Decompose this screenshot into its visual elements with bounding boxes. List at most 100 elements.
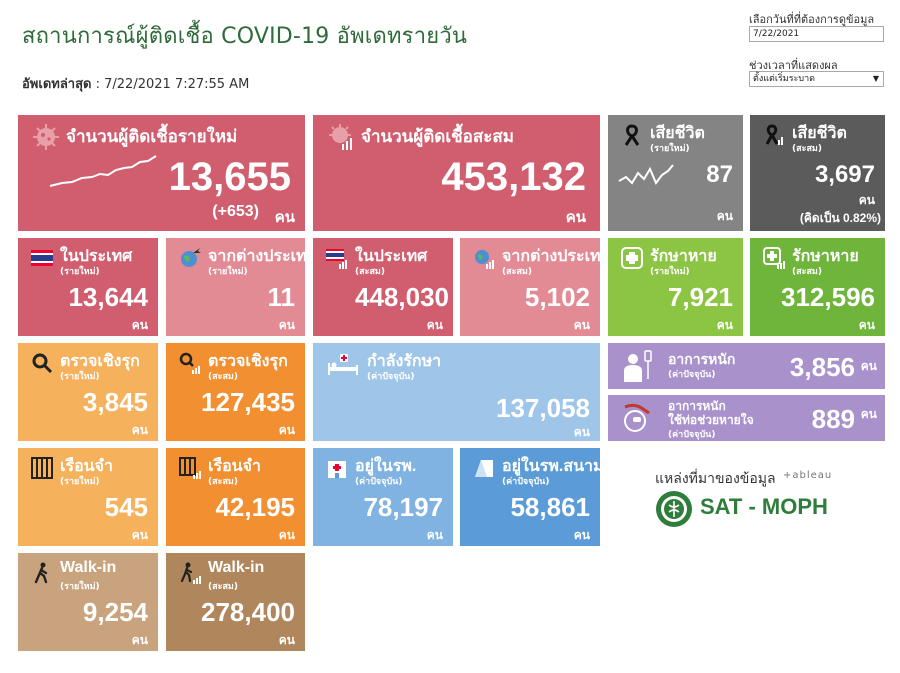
prison-cum-value: 42,195 bbox=[215, 492, 295, 522]
tile-walkin-cum: Walk-in (สะสม) 278,400 คน bbox=[166, 553, 305, 651]
abroad-cum-value: 5,102 bbox=[524, 282, 590, 312]
tile-severe: อาการหนัก (ค่าปัจจุบัน) 3,856 คน bbox=[608, 343, 885, 389]
walkin-new-label: Walk-in bbox=[60, 559, 117, 576]
ventilator-label-2: ใช้ท่อช่วยหายใจ bbox=[668, 413, 754, 427]
walkin-new-value: 9,254 bbox=[82, 597, 148, 627]
date-picker-label: เลือกวันที่ที่ต้องการดูข้อมูล bbox=[749, 13, 875, 26]
domestic-cum-sub: (สะสม) bbox=[355, 267, 385, 277]
period-select[interactable]: ตั้งแต่เริ่มระบาด ▼ bbox=[749, 71, 884, 87]
page-title: สถานการณ์ผู้ติดเชื้อ COVID-19 อัพเดทรายว… bbox=[22, 24, 468, 49]
recovered-new-value: 7,921 bbox=[667, 282, 733, 312]
tile-deaths-new: เสียชีวิต (รายใหม่) 87 คน bbox=[608, 115, 743, 231]
ventilator-label: อาการหนัก bbox=[668, 399, 726, 413]
prison-bars-icon bbox=[31, 457, 53, 479]
hospital-bed-icon bbox=[328, 354, 358, 375]
hospital-label: อยู่ในรพ. bbox=[355, 458, 417, 475]
domestic-new-unit: คน bbox=[131, 318, 148, 332]
walkin-cum-value: 278,400 bbox=[201, 597, 295, 627]
last-updated-value: : 7/22/2021 7:27:55 AM bbox=[95, 77, 250, 92]
date-picker-input[interactable]: 7/22/2021 bbox=[749, 26, 884, 42]
walkin-cum-sub: (สะสม) bbox=[208, 582, 238, 592]
walking-person-chart-icon bbox=[180, 562, 201, 584]
deaths-cum-pct: (คิดเป็น 0.82%) bbox=[799, 211, 881, 225]
dropdown-arrow-icon[interactable]: ▼ bbox=[872, 74, 879, 83]
date-picker-value: 7/22/2021 bbox=[753, 29, 800, 39]
treating-unit: คน bbox=[573, 425, 590, 439]
new-cases-value: 13,655 bbox=[168, 155, 291, 199]
cumulative-unit: คน bbox=[565, 208, 586, 226]
tile-prison-cum: เรือนจำ (สะสม) 42,195 คน bbox=[166, 448, 305, 546]
walkin-cum-label: Walk-in bbox=[208, 559, 265, 576]
tile-new-cases: จำนวนผู้ติดเชื้อรายใหม่ 13,655 (+653) คน bbox=[18, 115, 305, 231]
recovered-new-sub: (รายใหม่) bbox=[650, 267, 690, 277]
virus-icon bbox=[33, 124, 59, 150]
recovered-cum-label: รักษาหาย bbox=[792, 248, 859, 265]
tile-deaths-cum: เสียชีวิต (สะสม) 3,697 คน (คิดเป็น 0.82%… bbox=[750, 115, 885, 231]
domestic-new-value: 13,644 bbox=[68, 282, 148, 312]
field-hospital-unit: คน bbox=[573, 528, 590, 542]
abroad-cum-label: จากต่างประเทศ bbox=[502, 248, 600, 265]
moph-seal-icon bbox=[656, 491, 692, 527]
domestic-new-label: ในประเทศ bbox=[60, 248, 133, 265]
domestic-cum-label: ในประเทศ bbox=[355, 248, 428, 265]
recovered-cum-sub: (สะสม) bbox=[792, 267, 822, 277]
ventilator-sub: (ค่าปัจจุบัน) bbox=[668, 430, 716, 440]
last-updated: อัพเดทล่าสุด : 7/22/2021 7:27:55 AM bbox=[22, 73, 249, 94]
deaths-new-sub: (รายใหม่) bbox=[650, 144, 690, 154]
trend-sparkline-icon bbox=[49, 155, 157, 187]
deaths-cum-sub: (สะสม) bbox=[792, 144, 822, 154]
sat-moph-logo: SAT - MOPH bbox=[700, 494, 828, 519]
prison-new-label: เรือนจำ bbox=[60, 458, 113, 475]
deaths-new-label: เสียชีวิต bbox=[650, 125, 705, 142]
treating-value: 137,058 bbox=[496, 393, 590, 423]
abroad-new-sub: (รายใหม่) bbox=[208, 267, 248, 277]
tile-field-hospital: อยู่ในรพ.สนาม (ค่าปัจจุบัน) 58,861 คน bbox=[460, 448, 600, 546]
hospital-value: 78,197 bbox=[363, 492, 443, 522]
tile-recovered-new: รักษาหาย (รายใหม่) 7,921 คน bbox=[608, 238, 743, 336]
walkin-new-unit: คน bbox=[131, 633, 148, 647]
source-label: แหล่งที่มาของข้อมูล bbox=[655, 471, 776, 487]
tile-cumulative: จำนวนผู้ติดเชื้อสะสม 453,132 คน bbox=[313, 115, 600, 231]
recovered-new-label: รักษาหาย bbox=[650, 248, 717, 265]
proactive-new-value: 3,845 bbox=[82, 387, 148, 417]
tile-abroad-cum: จากต่างประเทศ (สะสม) 5,102 คน bbox=[460, 238, 600, 336]
severe-sub: (ค่าปัจจุบัน) bbox=[668, 370, 716, 380]
proactive-cum-label: ตรวจเชิงรุก bbox=[208, 353, 288, 370]
globe-plane-icon bbox=[181, 248, 201, 267]
tile-domestic-new: ในประเทศ (รายใหม่) 13,644 คน bbox=[18, 238, 158, 336]
field-hospital-sub: (ค่าปัจจุบัน) bbox=[502, 477, 550, 487]
abroad-cum-unit: คน bbox=[573, 318, 590, 332]
prison-new-sub: (รายใหม่) bbox=[60, 477, 100, 487]
tent-icon bbox=[475, 460, 493, 477]
ventilator-unit: คน bbox=[860, 407, 877, 421]
walkin-cum-unit: คน bbox=[278, 633, 295, 647]
deaths-new-value: 87 bbox=[706, 161, 733, 188]
pulse-line-icon bbox=[618, 164, 674, 185]
abroad-new-label: จากต่างประเทศ bbox=[208, 248, 305, 265]
deaths-cum-value: 3,697 bbox=[814, 161, 875, 188]
proactive-cum-unit: คน bbox=[278, 423, 295, 437]
tile-ventilator: อาการหนัก ใช้ท่อช่วยหายใจ (ค่าปัจจุบัน) … bbox=[608, 395, 885, 441]
proactive-new-label: ตรวจเชิงรุก bbox=[60, 353, 140, 370]
abroad-new-value: 11 bbox=[267, 282, 296, 312]
deaths-cum-label: เสียชีวิต bbox=[792, 125, 847, 142]
domestic-new-sub: (รายใหม่) bbox=[60, 267, 100, 277]
prison-cum-label: เรือนจำ bbox=[208, 458, 261, 475]
domestic-cum-unit: คน bbox=[426, 318, 443, 332]
patient-iv-icon bbox=[624, 350, 652, 382]
tableau-logo: +ableau bbox=[783, 470, 833, 481]
cumulative-label: จำนวนผู้ติดเชื้อสะสม bbox=[361, 127, 514, 146]
recovered-new-unit: คน bbox=[716, 318, 733, 332]
last-updated-label: อัพเดทล่าสุด bbox=[22, 77, 92, 92]
deaths-new-unit: คน bbox=[716, 209, 733, 223]
walkin-new-sub: (รายใหม่) bbox=[60, 582, 100, 592]
tile-abroad-new: จากต่างประเทศ (รายใหม่) 11 คน bbox=[166, 238, 305, 336]
medical-cross-icon bbox=[621, 247, 643, 269]
deaths-cum-unit: คน bbox=[858, 193, 875, 207]
prison-cum-sub: (สะสม) bbox=[208, 477, 238, 487]
field-hospital-label: อยู่ในรพ.สนาม bbox=[502, 458, 600, 475]
field-hospital-value: 58,861 bbox=[510, 492, 590, 522]
prison-new-unit: คน bbox=[131, 528, 148, 542]
magnifier-chart-icon bbox=[179, 352, 200, 374]
tile-proactive-new: ตรวจเชิงรุก (รายใหม่) 3,845 คน bbox=[18, 343, 158, 441]
